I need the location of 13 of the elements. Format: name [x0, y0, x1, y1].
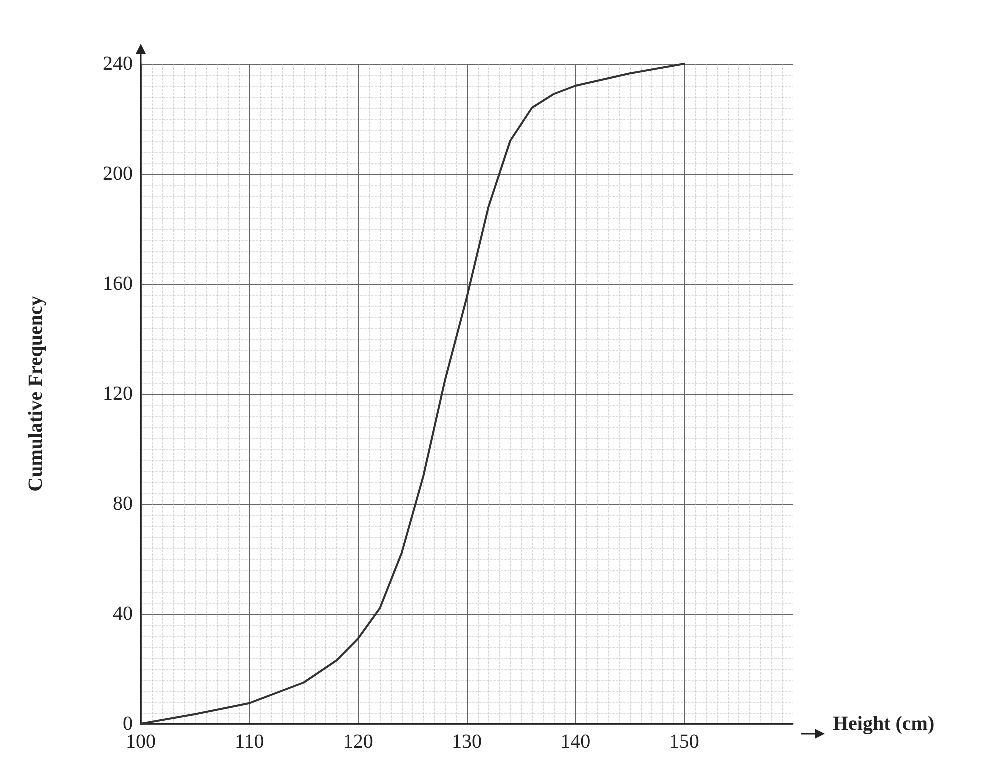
x-tick-label: 110 [235, 731, 264, 753]
y-tick-label: 240 [103, 53, 133, 75]
y-tick-label: 200 [103, 163, 133, 185]
y-tick-label: 40 [113, 603, 133, 625]
x-tick-label: 150 [669, 731, 700, 753]
y-tick-label: 120 [103, 383, 133, 405]
x-tick-label: 140 [560, 731, 591, 753]
x-tick-label: 130 [452, 731, 482, 753]
x-axis-title: Height (cm) [833, 713, 935, 735]
y-axis-title: Cumulative Frequency [25, 296, 47, 492]
y-tick-label: 80 [113, 493, 133, 515]
x-tick-label: 120 [343, 731, 374, 753]
y-tick-label: 160 [103, 273, 133, 295]
